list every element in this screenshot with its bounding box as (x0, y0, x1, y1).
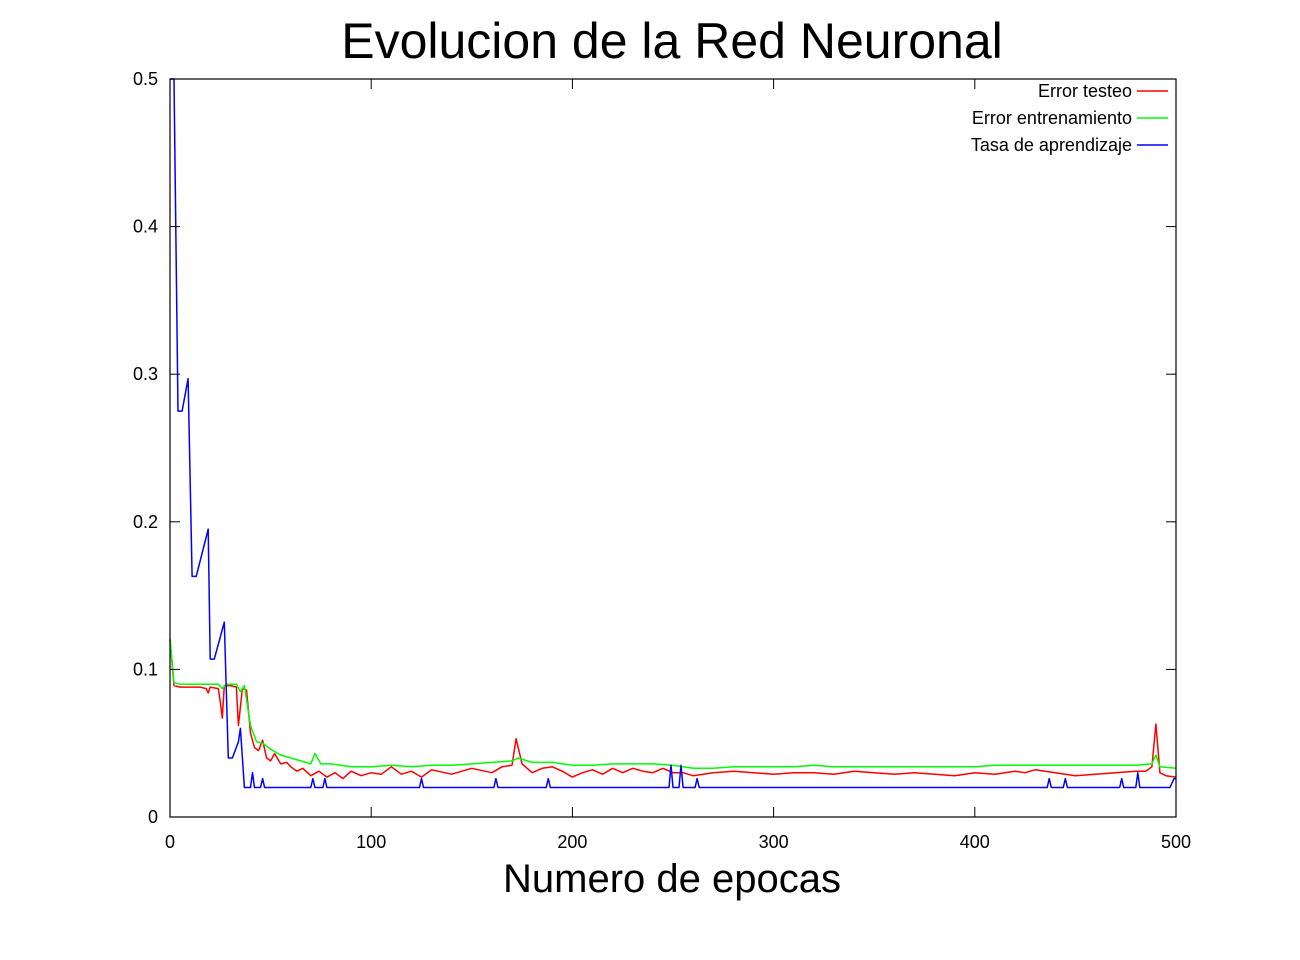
x-axis: 0 100 200 300 400 500 (165, 79, 1191, 852)
y-axis: 0 0.1 0.2 0.3 0.4 0.5 (133, 69, 1176, 827)
legend-label: Tasa de aprendizaje (971, 135, 1132, 155)
x-tick-label: 200 (557, 832, 587, 852)
x-tick-label: 500 (1161, 832, 1191, 852)
plot-frame (169, 78, 1177, 818)
legend-label: Error testeo (1038, 81, 1132, 101)
legend: Error testeo Error entrenamiento Tasa de a… (971, 81, 1168, 155)
x-tick-label: 100 (356, 832, 386, 852)
y-tick-label: 0.4 (133, 217, 158, 237)
x-tick-label: 0 (165, 832, 175, 852)
x-axis-label: Numero de epocas (503, 857, 841, 901)
series-line-error-testeo (169, 639, 1177, 780)
series-line-error-entrenamiento (169, 638, 1177, 770)
y-tick-label: 0.2 (133, 512, 158, 532)
x-tick-label: 300 (759, 832, 789, 852)
chart-title: Evolucion de la Red Neuronal (341, 13, 1003, 69)
y-tick-label: 0.1 (133, 659, 158, 679)
y-tick-label: 0.3 (133, 364, 158, 384)
y-tick-label: 0 (148, 807, 158, 827)
legend-label: Error entrenamiento (972, 108, 1132, 128)
series-layer (169, 78, 1177, 789)
series-line-tasa-de-aprendizaje (170, 78, 1176, 789)
x-tick-label: 400 (960, 832, 990, 852)
y-tick-label: 0.5 (133, 69, 158, 89)
